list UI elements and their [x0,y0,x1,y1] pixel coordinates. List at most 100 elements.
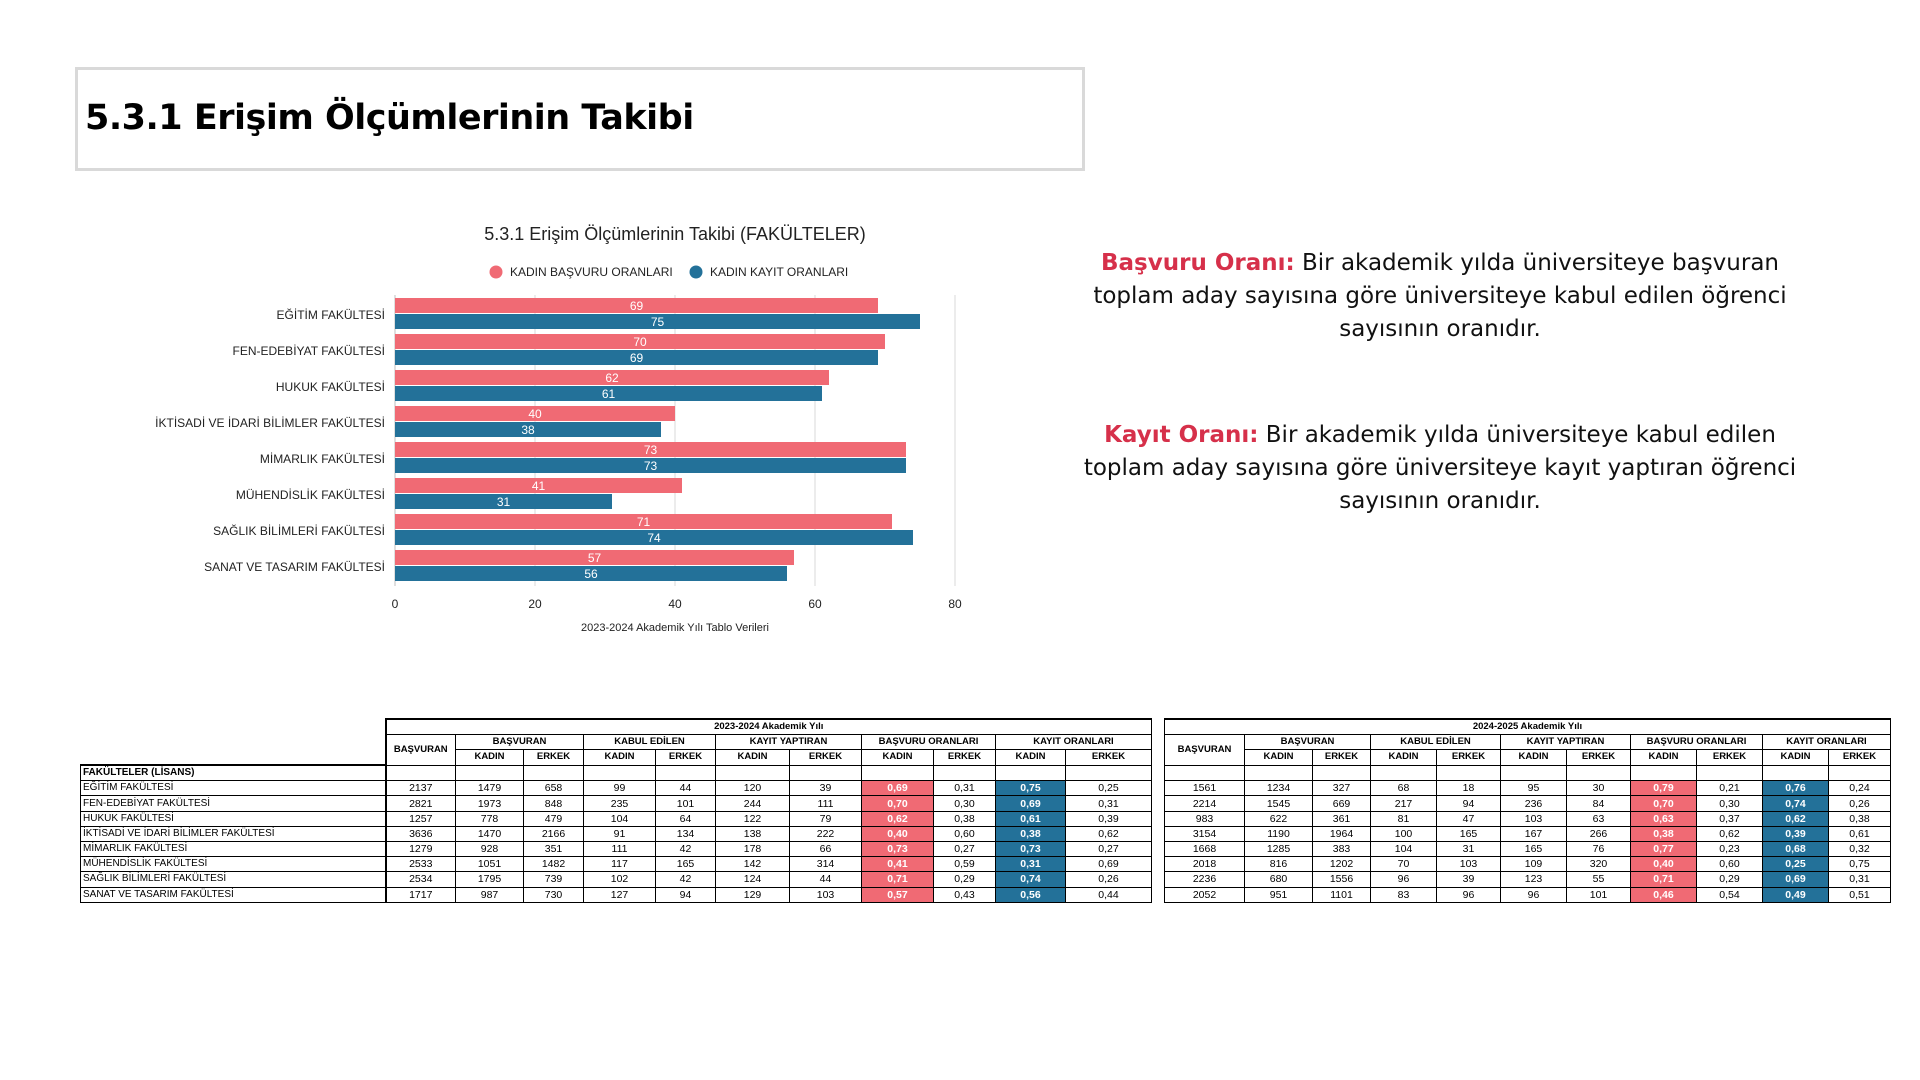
empty-cell [1696,764,1763,782]
count-cell: 100 [1370,825,1437,843]
sub-header: ERKEK [523,749,584,766]
bar-value-label: 31 [497,495,511,509]
count-cell: 79 [789,810,862,827]
year-header: 2023-2024 Akademik Yılı [384,718,1152,736]
count-cell: 848 [523,795,584,812]
faculty-cell: İKTİSADİ VE İDARİ BİLİMLER FAKÜLTESİ [80,825,386,843]
ratio-cell: 0,74 [995,871,1066,888]
ratio-cell: 0,51 [1828,886,1891,903]
empty-cell [655,764,716,782]
chart-title: 5.3.1 Erişim Ölçümlerinin Takibi (FAKÜLT… [484,224,865,244]
count-cell: 320 [1566,856,1631,873]
blank-cell [81,719,386,735]
bar-value-label: 62 [605,371,619,385]
count-cell: 244 [715,795,790,812]
ratio-cell: 0,79 [1630,780,1697,797]
ratio-cell: 0,41 [861,856,934,873]
gap-cell [1151,887,1165,903]
definition-kayit: Kayıt Oranı: Bir akademik yılda üniversi… [1080,419,1800,518]
count-cell: 111 [789,795,862,812]
group-header: BAŞVURU ORANLARI [861,734,996,751]
faculty-cell: SAĞLIK BİLİMLERİ FAKÜLTESİ [80,871,386,888]
legend-label: KADIN BAŞVURU ORANLARI [510,265,673,279]
count-cell: 42 [655,840,716,858]
count-cell: 669 [1312,795,1371,812]
empty-cell [1630,764,1697,782]
bar [395,314,920,329]
ratio-cell: 0,31 [1065,795,1152,812]
count-cell: 730 [523,886,584,903]
ratio-cell: 0,26 [1065,871,1152,888]
count-cell: 479 [523,810,584,827]
table-row: SAĞLIK BİLİMLERİ FAKÜLTESİ 2534 1795 739 102… [80,871,1891,888]
empty-cell [1566,764,1631,782]
ratio-cell: 0,60 [933,825,996,843]
count-cell: 1717 [384,886,456,903]
ratio-cell: 0,40 [1630,856,1697,873]
count-cell: 1964 [1312,825,1371,843]
ratio-cell: 0,39 [1762,825,1829,843]
count-cell: 123 [1500,871,1567,888]
bar [395,386,822,401]
faculty-cell: MÜHENDİSLİK FAKÜLTESİ [80,856,386,873]
count-cell: 236 [1500,795,1567,812]
faculty-cell: HUKUK FAKÜLTESİ [80,810,386,827]
ratio-cell: 0,24 [1828,780,1891,797]
bar [395,550,794,565]
gap-cell [1151,811,1165,827]
table-row: FEN-EDEBİYAT FAKÜLTESİ 2821 1973 848 235 101 2… [80,795,1891,812]
count-cell: 327 [1312,780,1371,797]
count-cell: 83 [1370,886,1437,903]
count-cell: 235 [583,795,656,812]
corner-row: FAKÜLTELER (LİSANS) [80,764,1891,782]
empty-cell [1500,764,1567,782]
count-cell: 63 [1566,810,1631,827]
count-cell: 983 [1164,810,1245,827]
count-cell: 31 [1436,840,1501,858]
count-cell: 1479 [455,780,524,797]
empty-cell [455,764,524,782]
bar [395,334,885,349]
gap-cell [1151,719,1165,735]
bar-value-label: 40 [528,407,542,421]
ratio-cell: 0,46 [1630,886,1697,903]
ratio-cell: 0,61 [995,810,1066,827]
sub-header: KADIN [1500,749,1567,766]
category-label: SAĞLIK BİLİMLERİ FAKÜLTESİ [213,523,385,538]
gap-cell [1151,841,1165,857]
x-tick-label: 80 [948,597,962,611]
category-label: İKTİSADİ VE İDARİ BİLİMLER FAKÜLTESİ [155,416,385,430]
bar [395,514,892,529]
count-cell: 18 [1436,780,1501,797]
count-cell: 2534 [384,871,456,888]
count-cell: 1202 [1312,856,1371,873]
count-cell: 165 [655,856,716,873]
ratio-cell: 0,60 [1696,856,1763,873]
faculty-cell: EĞİTİM FAKÜLTESİ [80,780,386,797]
gap-cell [1151,856,1165,872]
ratio-cell: 0,62 [861,810,934,827]
count-cell: 99 [583,780,656,797]
sub-header: KADIN [715,749,790,766]
faculty-cell: MİMARLIK FAKÜLTESİ [80,840,386,858]
count-cell: 165 [1436,825,1501,843]
count-cell: 2821 [384,795,456,812]
ratio-cell: 0,29 [933,871,996,888]
ratio-cell: 0,39 [1065,810,1152,827]
bar [395,298,878,313]
ratio-cell: 0,75 [1828,856,1891,873]
count-cell: 361 [1312,810,1371,827]
count-cell: 102 [583,871,656,888]
count-cell: 122 [715,810,790,827]
count-cell: 1795 [455,871,524,888]
sub-header: ERKEK [1312,749,1371,766]
ratio-cell: 0,44 [1065,886,1152,903]
definition-term: Kayıt Oranı: [1104,422,1259,448]
ratio-cell: 0,71 [861,871,934,888]
category-label: FEN-EDEBİYAT FAKÜLTESİ [233,344,385,358]
ratio-cell: 0,56 [995,886,1066,903]
bar-value-label: 61 [602,387,616,401]
group-header: KAYIT YAPTIRAN [715,734,862,751]
table-row: İKTİSADİ VE İDARİ BİLİMLER FAKÜLTESİ 3636… [80,825,1891,843]
count-cell: 96 [1370,871,1437,888]
